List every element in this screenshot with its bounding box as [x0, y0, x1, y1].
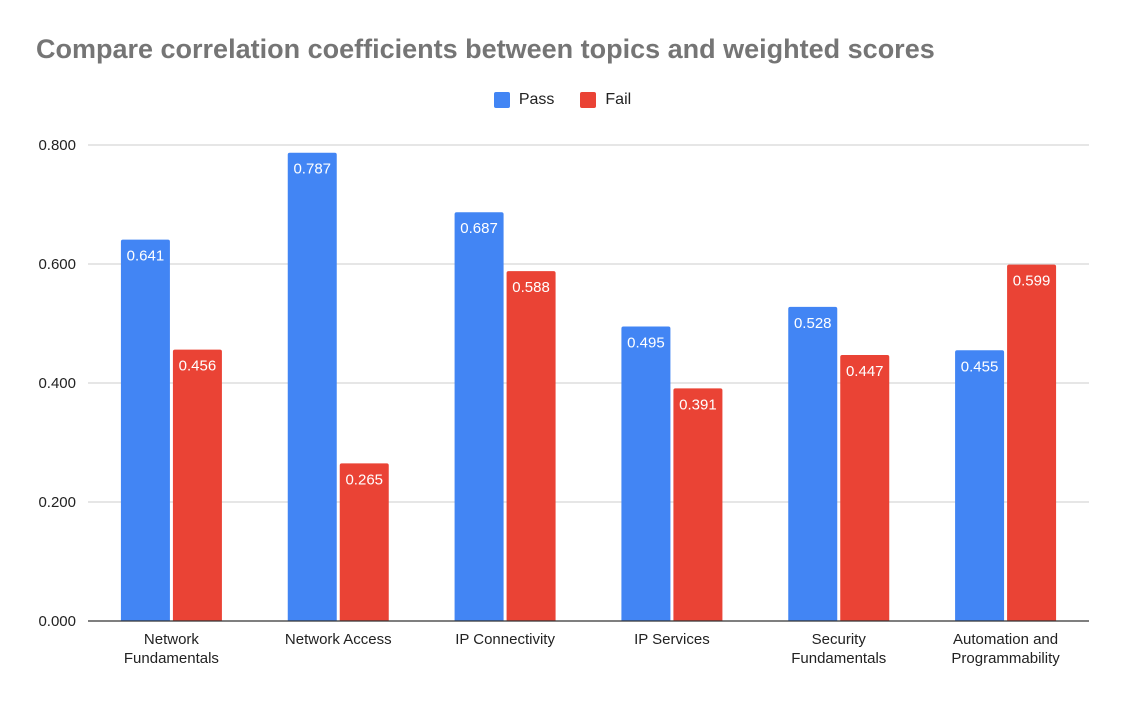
x-tick-label-5: Automation and Programmability: [951, 631, 1060, 667]
bar-pass-2: [454, 212, 504, 622]
data-label-pass-2: 0.687: [460, 220, 498, 237]
x-tick-label-3: IP Services: [634, 631, 710, 648]
bar-pass-4: [788, 306, 838, 621]
bar-fail-3: [673, 388, 723, 621]
bar-fail-2: [506, 271, 556, 621]
bar-fail-0: [172, 349, 222, 621]
y-tick-label-1: 0.200: [38, 494, 76, 511]
bar-pass-0: [120, 239, 170, 622]
x-tick-label-0: Network Fundamentals: [124, 631, 219, 667]
legend-item-fail[interactable]: Fail: [580, 91, 631, 109]
x-tick-label-4: Security Fundamentals: [791, 631, 886, 667]
data-label-pass-0: 0.641: [127, 248, 165, 265]
data-label-pass-1: 0.787: [293, 161, 331, 178]
y-tick-label-4: 0.800: [38, 137, 76, 154]
y-tick-label-3: 0.600: [38, 256, 76, 273]
legend: Pass Fail: [0, 91, 1125, 109]
bar-fail-4: [840, 355, 890, 621]
bar-pass-1: [287, 152, 337, 622]
data-label-fail-4: 0.447: [846, 363, 884, 380]
data-label-fail-3: 0.391: [679, 396, 717, 413]
data-label-fail-1: 0.265: [345, 471, 383, 488]
data-label-pass-3: 0.495: [627, 334, 665, 351]
legend-label-fail: Fail: [605, 91, 632, 108]
data-label-fail-5: 0.599: [1013, 273, 1051, 290]
bar-fail-5: [1007, 264, 1057, 621]
chart-title: Compare correlation coefficients between…: [36, 34, 935, 64]
x-tick-label-1: Network Access: [285, 631, 392, 648]
legend-label-pass: Pass: [518, 91, 555, 108]
bar-pass-3: [621, 326, 671, 621]
x-tick-label-2: IP Connectivity: [455, 631, 555, 648]
bar-pass-5: [955, 350, 1005, 621]
y-tick-label-2: 0.400: [38, 375, 76, 392]
bar-fail-1: [339, 463, 389, 621]
y-tick-label-0: 0.000: [38, 613, 76, 630]
data-label-pass-4: 0.528: [794, 315, 832, 332]
data-label-pass-5: 0.455: [961, 358, 999, 375]
legend-swatch-pass: [493, 92, 510, 108]
legend-swatch-fail: [580, 92, 597, 108]
data-label-fail-0: 0.456: [179, 358, 217, 375]
legend-item-pass[interactable]: Pass: [493, 91, 555, 109]
data-label-fail-2: 0.588: [512, 279, 550, 296]
